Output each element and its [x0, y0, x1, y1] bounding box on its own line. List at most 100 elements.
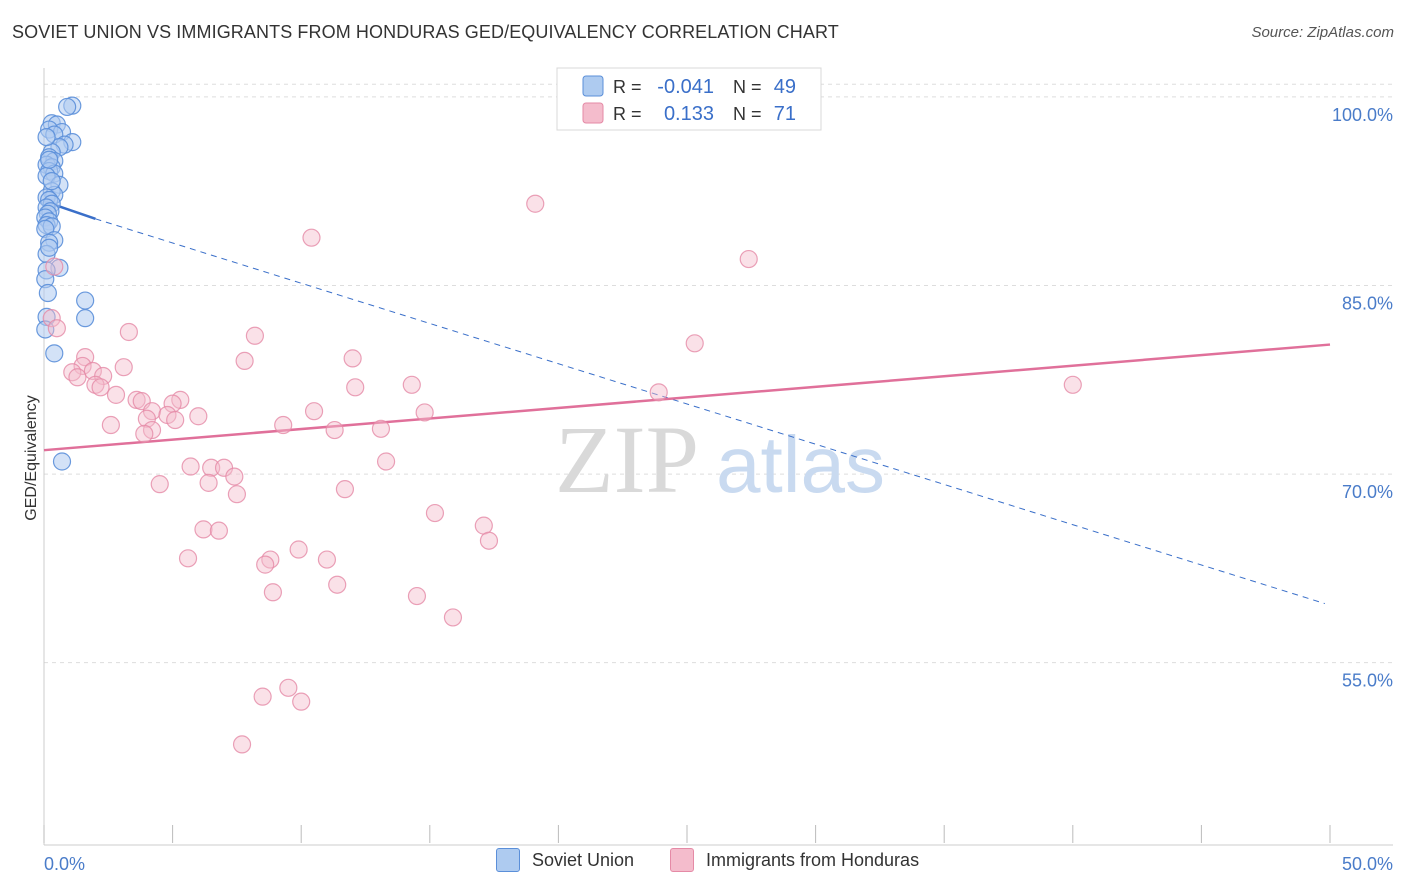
soviet-union-point-42	[36, 320, 55, 339]
honduras-point-2	[526, 194, 545, 213]
honduras-trend-line	[43, 343, 1331, 452]
honduras-point-25	[649, 383, 668, 402]
honduras-point-67	[279, 678, 298, 697]
honduras-point-70	[232, 735, 252, 754]
honduras-point-49	[199, 473, 218, 492]
watermark-zip: ZIP	[555, 406, 699, 513]
soviet-union-point-38	[38, 283, 57, 303]
soviet-union-point-43	[45, 344, 64, 363]
legend-r-label-1: R =	[613, 77, 642, 97]
soviet-union-point-39	[76, 291, 95, 310]
soviet-union-point-1	[58, 97, 77, 117]
honduras-point-41	[371, 419, 391, 438]
honduras-point-17	[63, 363, 82, 382]
honduras-point-14	[73, 356, 92, 376]
legend-r-value-1: -0.041	[657, 76, 714, 98]
honduras-point-53	[425, 503, 445, 523]
honduras-point-4	[739, 249, 758, 269]
honduras-point-9	[245, 326, 265, 345]
honduras-point-60	[317, 550, 337, 569]
honduras-point-5	[45, 257, 64, 276]
honduras-point-15	[114, 358, 133, 377]
honduras-point-58	[289, 540, 308, 559]
honduras-point-6	[42, 309, 61, 328]
honduras-point-68	[253, 687, 272, 706]
honduras-point-37	[166, 410, 185, 430]
y-tick-label-1: 85.0%	[1342, 293, 1393, 313]
honduras-point-34	[189, 407, 208, 426]
honduras-point-61	[261, 550, 280, 569]
legend-n-value-2: 71	[774, 103, 796, 125]
honduras-trend	[43, 343, 1331, 452]
honduras-point-44	[376, 452, 396, 471]
honduras-point-36	[137, 409, 156, 428]
legend-swatch-pink	[582, 102, 604, 124]
legend-r-value-2: 0.133	[664, 103, 714, 125]
honduras-point-46	[202, 458, 221, 477]
y-tick-label-3: 55.0%	[1342, 671, 1393, 691]
honduras-point-8	[119, 322, 138, 342]
honduras-point-38	[274, 415, 293, 435]
honduras-point-65	[407, 586, 427, 606]
honduras-point-26	[106, 385, 126, 404]
x-tick-label-max: 50.0%	[1342, 854, 1393, 874]
honduras-point-19	[68, 368, 87, 387]
grid-lines	[44, 83, 1393, 664]
honduras-point-52	[227, 485, 246, 504]
soviet-union-points	[36, 96, 95, 471]
legend-swatch-soviet-union	[496, 848, 520, 872]
soviet-union-trend-dashed	[95, 218, 1326, 605]
honduras-point-10	[685, 334, 704, 353]
soviet-union-point-46	[42, 172, 61, 191]
x-tick-label-min: 0.0%	[44, 854, 85, 874]
honduras-point-64	[263, 583, 283, 602]
soviet-union-point-48	[40, 150, 59, 169]
honduras-point-50	[150, 475, 169, 494]
honduras-point-54	[474, 516, 493, 535]
bottom-legend: Soviet Union Immigrants from Honduras	[0, 848, 1406, 878]
legend-n-label-1: N =	[733, 77, 762, 97]
honduras-point-7	[47, 319, 66, 338]
y-axis-label: GED/Equivalency	[23, 395, 40, 520]
honduras-point-56	[209, 521, 228, 540]
honduras-point-39	[101, 415, 120, 435]
honduras-point-62	[256, 555, 275, 574]
y-tick-labels: 100.0% 85.0% 70.0% 55.0%	[1332, 105, 1393, 691]
soviet-union-point-41	[76, 309, 95, 328]
legend-label-soviet-union: Soviet Union	[532, 849, 635, 870]
axis-ticks	[43, 825, 1331, 843]
honduras-point-33	[415, 403, 434, 422]
legend-swatch-honduras	[670, 848, 694, 872]
honduras-point-66	[443, 608, 463, 627]
honduras-point-13	[235, 351, 254, 371]
honduras-point-59	[178, 549, 198, 568]
legend-item-soviet-union: Soviet Union	[496, 848, 634, 872]
honduras-point-45	[181, 457, 200, 476]
honduras-point-23	[91, 378, 110, 397]
honduras-point-12	[343, 349, 362, 368]
honduras-point-24	[1063, 375, 1082, 394]
watermark-atlas: atlas	[716, 420, 885, 509]
honduras-point-21	[402, 375, 421, 394]
watermark: ZIP atlas	[555, 406, 885, 513]
soviet-union-point-44	[52, 452, 72, 471]
honduras-point-69	[292, 692, 311, 711]
honduras-point-51	[335, 480, 355, 499]
legend-label-honduras: Immigrants from Honduras	[706, 849, 920, 870]
soviet-union-trend	[43, 200, 1326, 605]
honduras-points	[42, 86, 1082, 754]
honduras-point-48	[225, 467, 244, 486]
legend-r-label-2: R =	[613, 104, 642, 124]
legend-swatch-blue	[582, 75, 604, 97]
soviet-union-point-45	[40, 238, 59, 257]
honduras-point-22	[346, 378, 365, 397]
legend-n-label-2: N =	[733, 104, 762, 124]
honduras-point-16	[83, 361, 102, 381]
soviet-union-point-47	[37, 127, 56, 147]
honduras-point-55	[194, 520, 213, 539]
source-label: Source: ZipAtlas.com	[1251, 24, 1394, 41]
legend-n-value-1: 49	[774, 76, 796, 98]
legend-box: R = -0.041 N = 49 R = 0.133 N = 71	[556, 67, 822, 131]
chart-title: SOVIET UNION VS IMMIGRANTS FROM HONDURAS…	[12, 22, 839, 42]
honduras-point-3	[302, 228, 321, 247]
